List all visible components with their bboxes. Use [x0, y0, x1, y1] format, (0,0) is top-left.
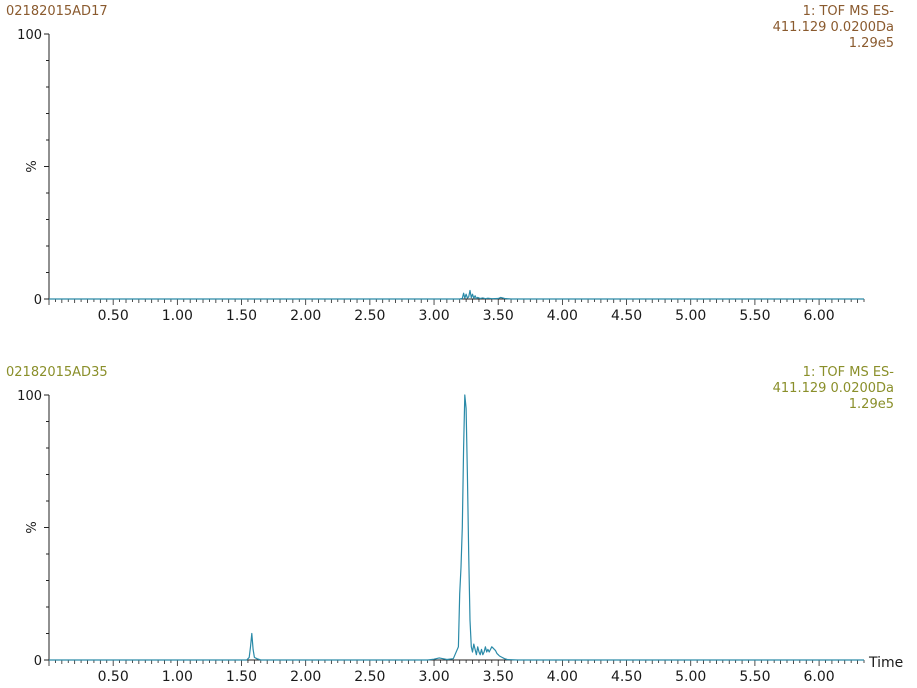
x-tick-label-1-2: 1.00	[162, 308, 193, 324]
sample-id-2: 02182015AD35	[6, 365, 108, 380]
x-tick-label-1-11: 5.50	[739, 308, 770, 324]
x-tick-label-2-4: 2.00	[290, 669, 321, 685]
y-tick-label-2-1: 0	[34, 654, 42, 669]
y-tick-label-2-2: 100	[17, 389, 42, 404]
x-tick-label-1-7: 3.50	[483, 308, 514, 324]
sample-id-1: 02182015AD17	[6, 4, 108, 19]
header-line-1-3: 1.29e5	[849, 36, 894, 51]
x-tick-label-2-8: 4.00	[547, 669, 578, 685]
header-line-1-2: 411.129 0.0200Da	[773, 20, 894, 35]
header-line-1-1: 1: TOF MS ES-	[803, 4, 895, 19]
y-tick-label-1-1: 0	[34, 293, 42, 308]
x-tick-label-2-3: 1.50	[226, 669, 257, 685]
y-axis-label-1: %	[25, 160, 40, 172]
x-tick-label-2-11: 5.50	[739, 669, 770, 685]
y-axis-label-2: %	[25, 521, 40, 533]
x-tick-label-2-12: 6.00	[803, 669, 834, 685]
x-tick-label-2-5: 2.50	[354, 669, 385, 685]
x-tick-label-2-1: 0.50	[98, 669, 129, 685]
x-tick-label-1-8: 4.00	[547, 308, 578, 324]
x-axis-label-2: Time	[868, 655, 903, 671]
x-tick-label-1-6: 3.00	[418, 308, 449, 324]
y-tick-label-1-2: 100	[17, 28, 42, 43]
header-line-2-1: 1: TOF MS ES-	[803, 365, 895, 380]
x-tick-label-2-10: 5.00	[675, 669, 706, 685]
x-tick-label-1-3: 1.50	[226, 308, 257, 324]
x-tick-label-2-9: 4.50	[611, 669, 642, 685]
header-line-2-2: 411.129 0.0200Da	[773, 381, 894, 396]
x-tick-label-1-9: 4.50	[611, 308, 642, 324]
chromatogram-trace-2-1	[49, 394, 864, 661]
x-tick-label-1-4: 2.00	[290, 308, 321, 324]
x-tick-label-1-12: 6.00	[803, 308, 834, 324]
x-tick-label-2-6: 3.00	[418, 669, 449, 685]
header-line-2-3: 1.29e5	[849, 397, 894, 412]
x-tick-label-1-5: 2.50	[354, 308, 385, 324]
x-tick-label-1-10: 5.00	[675, 308, 706, 324]
x-tick-label-1-1: 0.50	[98, 308, 129, 324]
chromatogram-trace-1-1	[49, 289, 864, 300]
x-tick-label-2-7: 3.50	[483, 669, 514, 685]
x-tick-label-2-2: 1.00	[162, 669, 193, 685]
